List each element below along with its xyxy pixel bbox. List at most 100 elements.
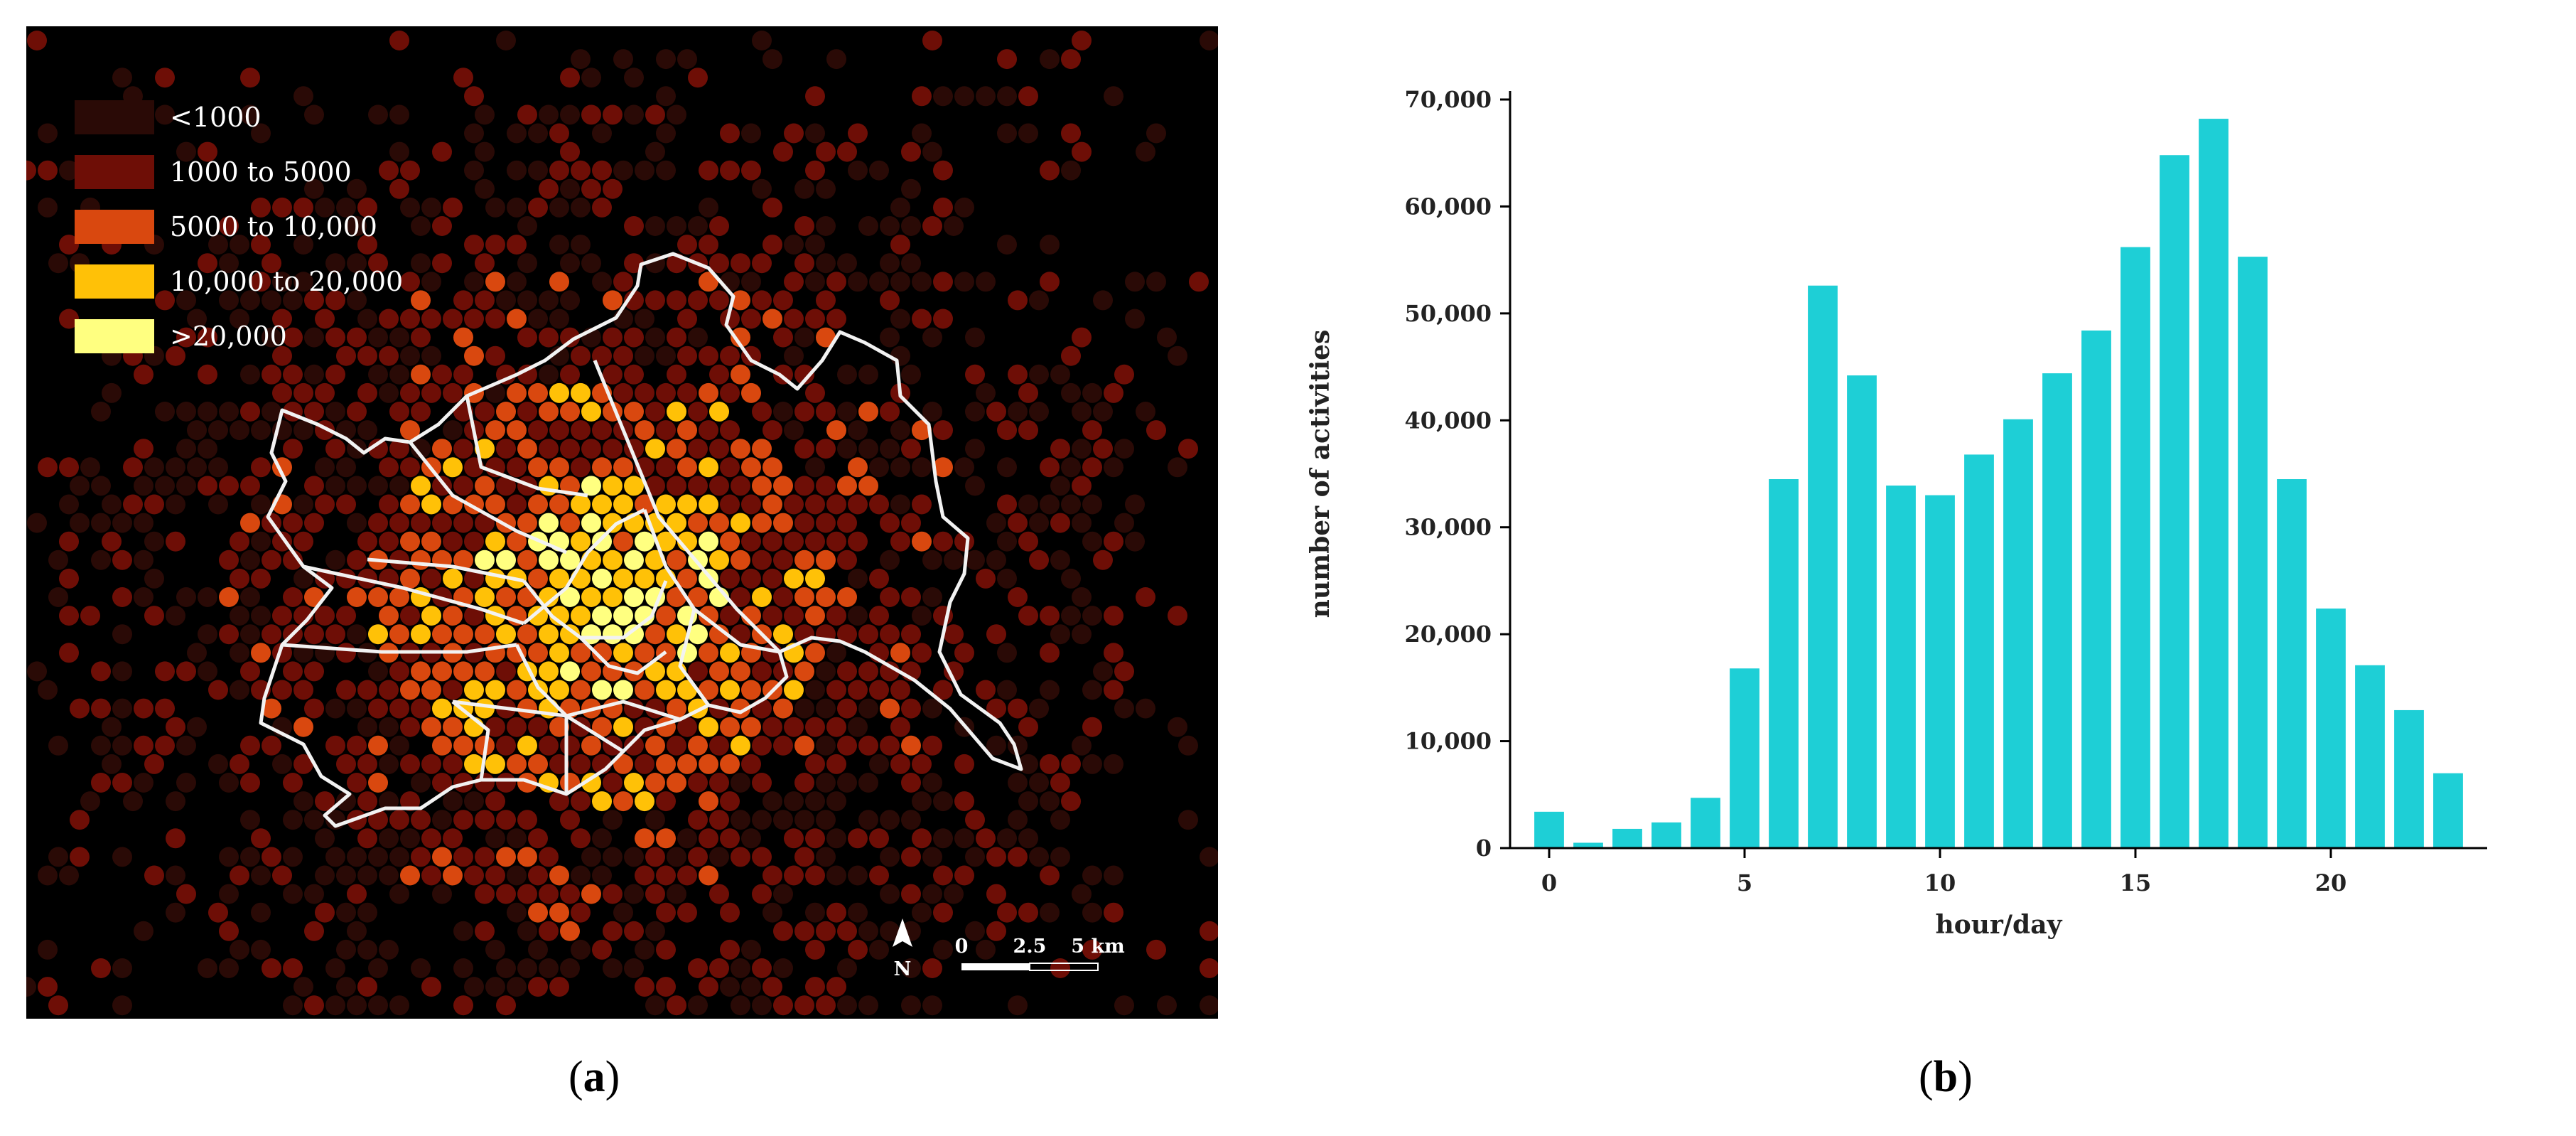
hex-cell [112, 624, 132, 645]
hex-cell [400, 531, 420, 552]
hex-cell [624, 327, 644, 348]
hex-cell [816, 513, 836, 533]
hex-cell [368, 958, 388, 978]
hex-cell [272, 272, 292, 292]
hex-cell [325, 439, 345, 459]
hex-cell [635, 791, 654, 812]
hex-cell [699, 828, 718, 849]
hex-cell [336, 865, 356, 886]
hex-cell [1082, 680, 1102, 700]
hex-cell [720, 717, 740, 737]
hex-cell [603, 327, 623, 348]
hex-cell [720, 457, 740, 478]
x-tick-label: 15 [2120, 869, 2152, 896]
hex-cell [933, 828, 953, 849]
hex-cell [901, 995, 921, 1016]
hex-cell [411, 364, 431, 385]
hex-cell [912, 123, 932, 144]
hex-cell [272, 680, 292, 700]
hex-cell [976, 680, 996, 700]
hex-cell [336, 902, 356, 923]
x-tick-label: 5 [1737, 869, 1752, 896]
hex-cell [539, 587, 559, 607]
hex-cell [251, 643, 271, 663]
hex-cell [624, 68, 644, 88]
hex-cell [517, 550, 537, 570]
hex-cell [1082, 420, 1102, 441]
hex-cell [389, 661, 409, 682]
hex-cell [1040, 49, 1060, 70]
hex-cell [443, 606, 463, 626]
hex-cell [507, 680, 527, 700]
hex-cell [688, 995, 708, 1016]
hex-cell [858, 364, 878, 385]
hex-cell [677, 457, 697, 478]
hex-cell [709, 476, 729, 496]
hex-cell [283, 810, 303, 830]
hex-cell [762, 791, 782, 812]
hex-cell [475, 402, 495, 422]
hex-cell [240, 68, 260, 88]
hex-cell [230, 754, 249, 774]
hex-cell [741, 272, 761, 292]
hex-cell [464, 235, 484, 255]
hex-cell [347, 513, 367, 533]
hex-cell [709, 253, 729, 274]
hex-cell [38, 680, 58, 700]
hex-cell [1040, 235, 1060, 255]
hex-cell [592, 606, 612, 626]
hex-cell [912, 531, 932, 552]
hex-cell [283, 439, 303, 459]
hex-cell [848, 939, 868, 960]
hex-cell [1040, 272, 1060, 292]
hex-cell [421, 197, 441, 218]
hex-cell [837, 476, 857, 496]
hex-cell [38, 197, 58, 218]
hex-cell [240, 735, 260, 756]
hex-cell [496, 476, 516, 496]
scale-bar: 0 2.5 5 km [955, 936, 1125, 971]
hex-cell [80, 606, 100, 626]
hex-cell [134, 773, 153, 793]
hex-cell [400, 160, 420, 181]
hex-cell [837, 364, 857, 385]
hex-cell [613, 494, 633, 515]
hex-cell [741, 828, 761, 849]
hex-cell [293, 235, 313, 255]
hex-cell [677, 494, 697, 515]
legend-swatch [75, 264, 154, 299]
hex-cell [475, 105, 495, 125]
hex-cell [304, 513, 324, 533]
hex-cell [933, 160, 953, 181]
hex-cell [347, 253, 367, 274]
hex-cell [741, 680, 761, 700]
hex-cell [592, 717, 612, 737]
hex-cell [155, 68, 175, 88]
hex-cell [517, 884, 537, 904]
city-boundary [259, 252, 1023, 828]
hex-cell [997, 902, 1017, 923]
hex-cell [1040, 865, 1060, 886]
hex-cell [805, 717, 825, 737]
hex-cell [613, 754, 633, 774]
hex-cell [656, 49, 676, 70]
hex-cell [219, 884, 239, 904]
hex-cell [954, 754, 974, 774]
hex-cell [816, 698, 836, 719]
hex-cell [379, 309, 399, 329]
hex-cell [112, 513, 132, 533]
hex-cell [805, 272, 825, 292]
hex-cell [635, 420, 654, 441]
hex-cell [325, 402, 345, 422]
hex-cell [517, 216, 537, 236]
bar-hour-0 [1534, 811, 1564, 848]
hex-cell [677, 235, 697, 255]
hex-cell [688, 735, 708, 756]
hex-cell [954, 865, 974, 886]
hex-cell [731, 810, 750, 830]
hex-cell [453, 364, 473, 385]
hex-cell [464, 680, 484, 700]
hex-cell [208, 902, 228, 923]
hex-cell [1093, 550, 1113, 570]
hex-cell [581, 476, 601, 496]
